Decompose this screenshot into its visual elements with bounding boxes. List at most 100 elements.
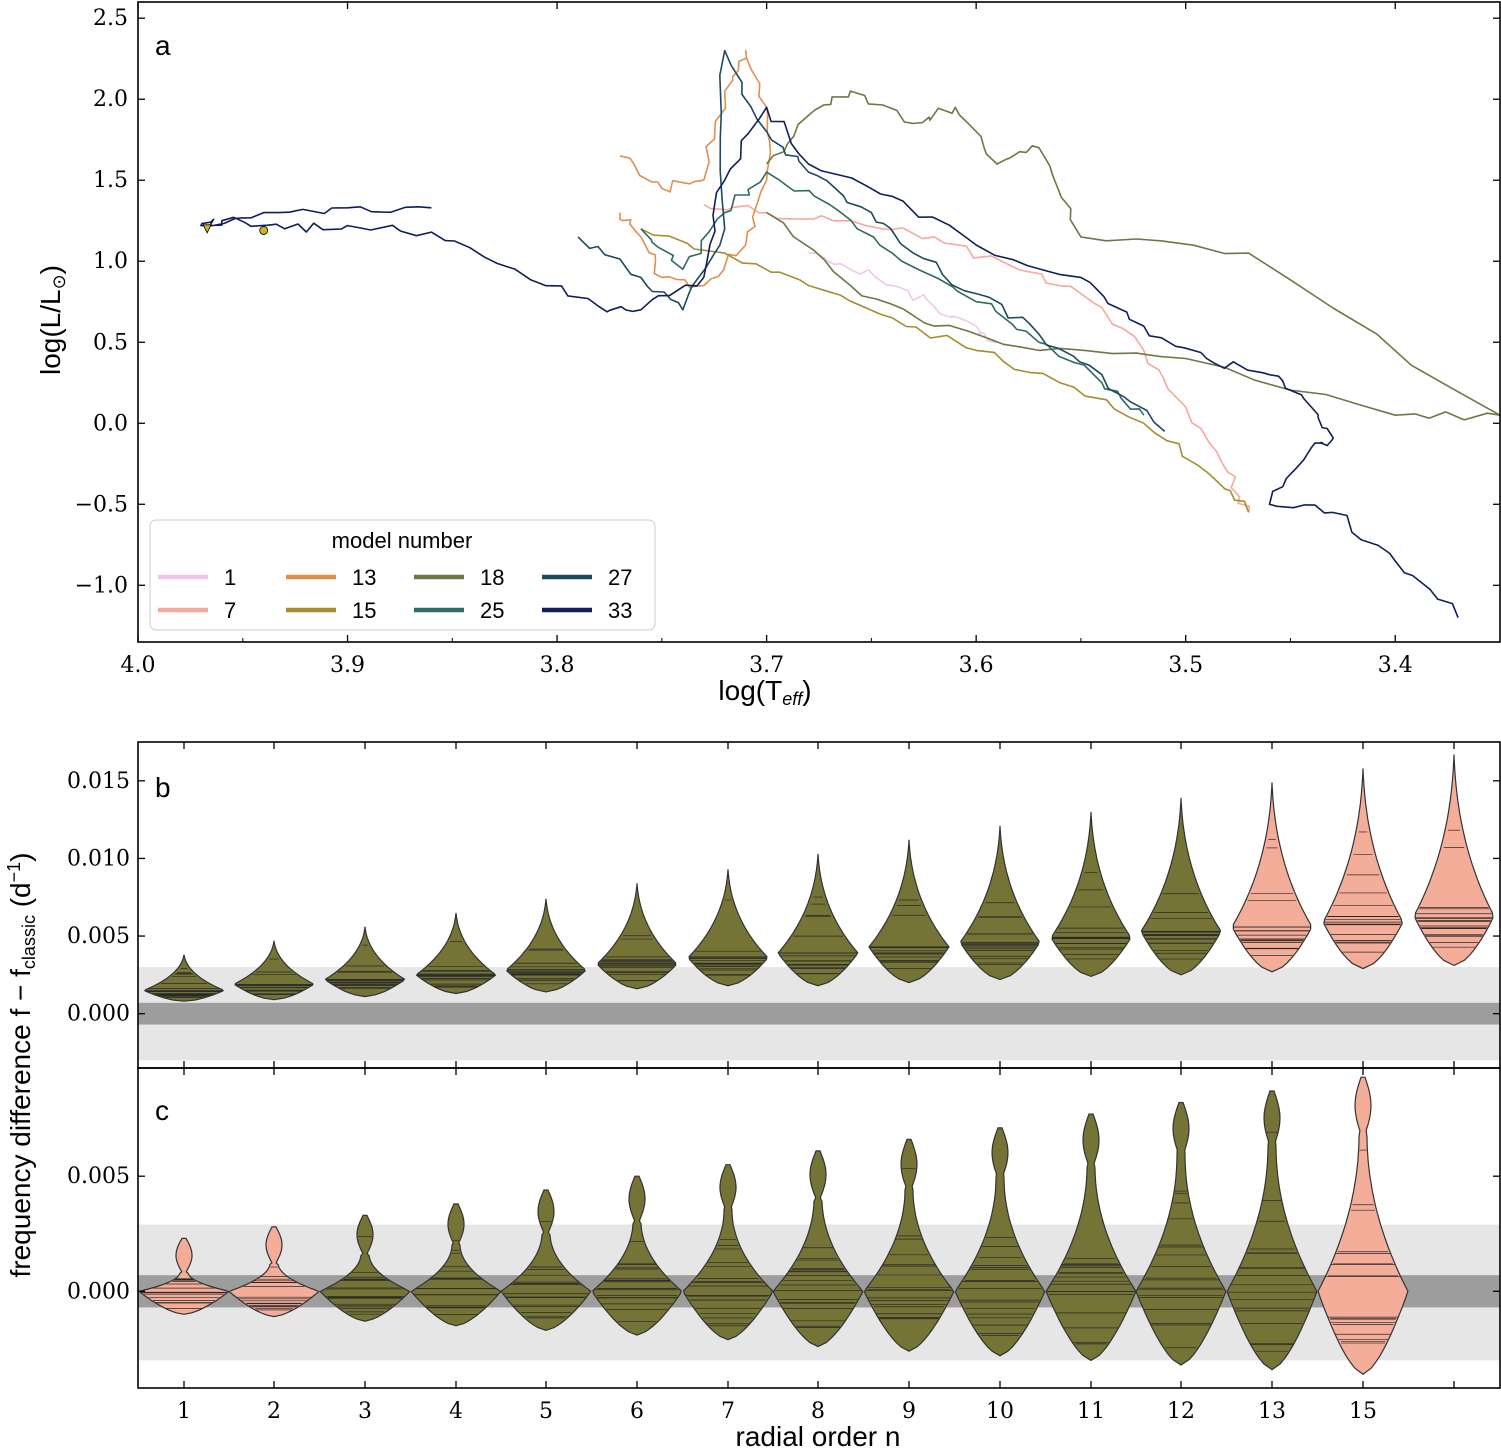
violin-n-13 [1232, 782, 1312, 973]
violin-n-7 [688, 869, 768, 987]
track-model-27 [577, 49, 1166, 433]
legend-entries: 1 7 13 15 18 25 27 33 [158, 565, 632, 623]
panel-a: 4.0 3.9 3.8 3.7 3.6 3.5 3.4 2.5 2.0 1.5 1.0 0.5 0.0 −… [35, 1, 1501, 709]
violin-n-12 [1140, 797, 1222, 976]
violin-n-1 [143, 954, 225, 1002]
violin-n-3 [319, 1214, 411, 1322]
x-tick-label: 8 [811, 1399, 825, 1424]
violin-n-11 [1051, 811, 1131, 978]
violin-n-2 [234, 940, 314, 1001]
violin-n-10 [954, 1127, 1046, 1357]
x-tick-label: 3 [358, 1399, 372, 1424]
y-tick-label: 1.0 [93, 249, 128, 274]
marker-circle [259, 226, 269, 235]
track-model-25 [640, 171, 1145, 416]
violin-n-4 [415, 912, 497, 995]
y-tick-label: 0.015 [67, 769, 130, 794]
track-model-13 [619, 49, 772, 289]
x-tick-label: 3.5 [1168, 653, 1203, 678]
panel-a-label: a [155, 30, 171, 61]
y-tick-label: 2.0 [93, 87, 128, 112]
y-tick-label: 0.005 [67, 924, 130, 949]
marker-triangle [202, 224, 212, 234]
panel-b-label: b [155, 772, 171, 803]
panel-a-ticks: 4.0 3.9 3.8 3.7 3.6 3.5 3.4 2.5 2.0 1.5 1.0 0.5 0.0 −… [75, 2, 1500, 678]
violin-n-8 [772, 1150, 864, 1348]
x-tick-label: 1 [177, 1399, 191, 1424]
x-tick-label: 10 [986, 1399, 1014, 1424]
legend-label-1: 1 [224, 565, 236, 590]
panel-c-xlabel: radial order n [736, 1421, 901, 1451]
violin-n-8 [777, 853, 859, 987]
panel-c-label: c [155, 1095, 169, 1126]
y-tick-label: −0.5 [75, 492, 128, 517]
violin-n-5 [506, 898, 586, 993]
y-tick-label: 0.010 [67, 846, 130, 871]
legend-label-15: 15 [352, 598, 376, 623]
x-tick-label: 9 [902, 1399, 916, 1424]
legend-label-18: 18 [480, 565, 504, 590]
panel-a-xlabel: log(Teff) [718, 675, 811, 709]
violin-n-12 [1135, 1101, 1227, 1366]
panel-bc-ylabel: frequency difference f − fclassic (d−1) [4, 852, 39, 1277]
x-tick-label: 2 [267, 1399, 281, 1424]
y-tick-label: −1.0 [75, 573, 128, 598]
violin-n-3 [324, 926, 406, 998]
y-tick-label: 0.005 [67, 1164, 130, 1189]
violin-n-15 [1323, 768, 1403, 970]
panel-a-ylabel: log(L/L⊙) [35, 265, 69, 375]
x-tick-label: 3.7 [749, 653, 784, 678]
panel-b-bands [138, 967, 1500, 1061]
x-tick-label: 15 [1349, 1399, 1377, 1424]
x-tick-label: 13 [1258, 1399, 1286, 1424]
x-tick-label: 4.0 [121, 653, 156, 678]
violin-n-11 [1045, 1113, 1137, 1362]
x-tick-label: 12 [1167, 1399, 1195, 1424]
x-tick-label: 4 [449, 1399, 463, 1424]
violin-n-2 [228, 1226, 320, 1318]
panel-a-tracks [200, 49, 1501, 618]
legend-label-27: 27 [608, 565, 632, 590]
x-tick-label: 11 [1077, 1399, 1105, 1424]
y-tick-label: 0.000 [67, 1002, 130, 1027]
violin-n-4 [410, 1203, 502, 1327]
legend-label-7: 7 [224, 598, 236, 623]
x-tick-label: 3.6 [959, 653, 994, 678]
violin-n-extra [1414, 754, 1494, 967]
y-tick-label: 0.000 [67, 1279, 130, 1304]
legend-box [149, 519, 656, 631]
x-tick-label: 5 [539, 1399, 553, 1424]
violin-n-1 [138, 1237, 230, 1315]
legend-label-33: 33 [608, 598, 632, 623]
panel-a-markers [202, 224, 269, 235]
y-tick-label: 0.0 [93, 411, 128, 436]
violin-n-15 [1317, 1076, 1409, 1375]
track-model-1 [808, 252, 998, 344]
legend-label-25: 25 [480, 598, 504, 623]
legend-title: model number [332, 528, 473, 553]
panel-c-frame [137, 1067, 1501, 1389]
track-model-7 [703, 203, 1251, 513]
x-tick-label: 3.9 [330, 653, 365, 678]
x-tick-label: 3.8 [540, 653, 575, 678]
violin-n-5 [500, 1189, 592, 1332]
panel-b-violins [143, 754, 1494, 1002]
y-tick-label: 0.5 [93, 330, 128, 355]
panel-b: 0.000 0.005 0.010 0.015 b [67, 741, 1501, 1069]
track-model-33 [200, 106, 1459, 618]
track-model-15 [640, 228, 1250, 513]
track-model-18 [765, 90, 1501, 421]
y-tick-label: 2.5 [93, 6, 128, 31]
legend: model number 1 7 13 15 18 25 27 33 [149, 519, 656, 631]
panel-c-violins [138, 1076, 1409, 1375]
legend-label-13: 13 [352, 565, 376, 590]
panel-b-band-1 [138, 1002, 1500, 1025]
violin-n-13 [1226, 1090, 1318, 1371]
x-tick-label: 7 [721, 1399, 735, 1424]
x-tick-label: 3.4 [1378, 653, 1413, 678]
x-tick-label: 6 [630, 1399, 644, 1424]
y-tick-label: 1.5 [93, 168, 128, 193]
